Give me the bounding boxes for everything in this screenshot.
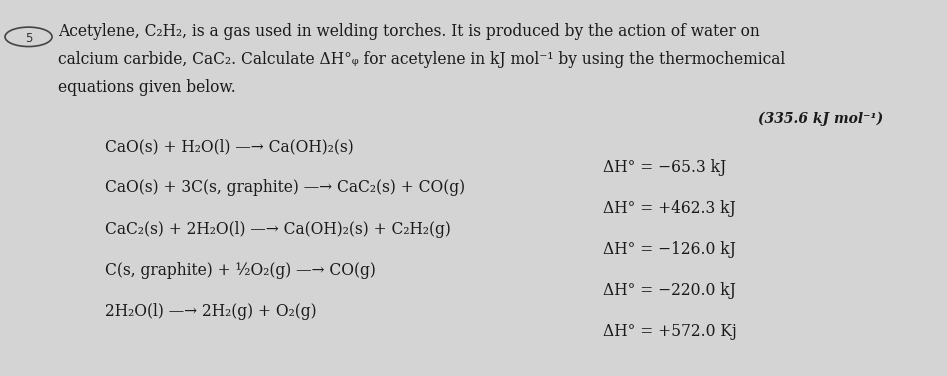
Text: CaO(s) + H₂O(l) —→ Ca(OH)₂(s): CaO(s) + H₂O(l) —→ Ca(OH)₂(s) xyxy=(105,138,354,155)
Text: ΔH° = −220.0 kJ: ΔH° = −220.0 kJ xyxy=(603,282,736,299)
Text: ΔH° = +462.3 kJ: ΔH° = +462.3 kJ xyxy=(603,200,736,217)
Text: C(s, graphite) + ½O₂(g) —→ CO(g): C(s, graphite) + ½O₂(g) —→ CO(g) xyxy=(105,262,376,279)
Text: calcium carbide, CaC₂. Calculate ΔH°ᵩ for acetylene in kJ mol⁻¹ by using the the: calcium carbide, CaC₂. Calculate ΔH°ᵩ fo… xyxy=(59,51,786,68)
Text: equations given below.: equations given below. xyxy=(59,79,236,97)
Text: ΔH° = −126.0 kJ: ΔH° = −126.0 kJ xyxy=(603,241,736,258)
Text: 2H₂O(l) —→ 2H₂(g) + O₂(g): 2H₂O(l) —→ 2H₂(g) + O₂(g) xyxy=(105,303,317,320)
Text: CaC₂(s) + 2H₂O(l) —→ Ca(OH)₂(s) + C₂H₂(g): CaC₂(s) + 2H₂O(l) —→ Ca(OH)₂(s) + C₂H₂(g… xyxy=(105,221,452,238)
Text: Acetylene, C₂H₂, is a gas used in welding torches. It is produced by the action : Acetylene, C₂H₂, is a gas used in weldin… xyxy=(59,23,760,40)
Text: 5: 5 xyxy=(25,32,32,45)
Text: ΔH° = −65.3 kJ: ΔH° = −65.3 kJ xyxy=(603,159,726,176)
Text: (335.6 kJ mol⁻¹): (335.6 kJ mol⁻¹) xyxy=(759,112,884,126)
Text: ΔH° = +572.0 Kj: ΔH° = +572.0 Kj xyxy=(603,323,737,340)
Text: CaO(s) + 3C(s, graphite) —→ CaC₂(s) + CO(g): CaO(s) + 3C(s, graphite) —→ CaC₂(s) + CO… xyxy=(105,179,466,197)
